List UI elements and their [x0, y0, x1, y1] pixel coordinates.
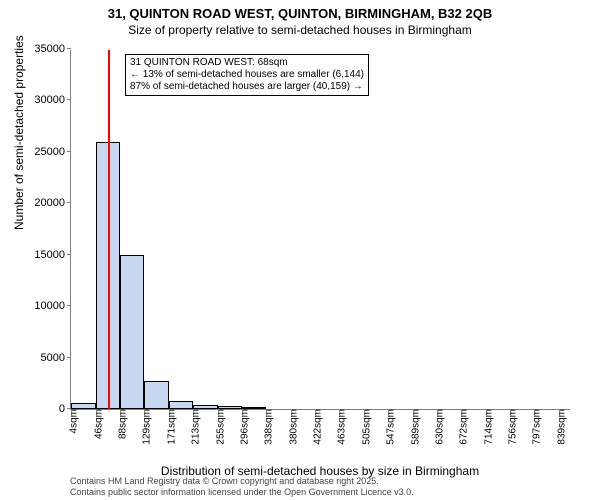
x-tick-label: 672sqm: [453, 409, 470, 445]
histogram-bar: [193, 405, 218, 409]
x-tick-label: 88sqm: [112, 409, 129, 439]
histogram-bar: [242, 407, 267, 409]
x-tick-mark: [120, 409, 121, 413]
x-tick-mark: [169, 409, 170, 413]
histogram-bar: [120, 255, 144, 409]
x-tick-label: 589sqm: [404, 409, 421, 445]
x-tick-mark: [413, 409, 414, 413]
y-tick-label: 15000: [34, 249, 71, 261]
y-tick-mark: [67, 202, 71, 203]
x-tick-mark: [291, 409, 292, 413]
x-tick-mark: [559, 409, 560, 413]
y-tick-label: 10000: [34, 300, 71, 312]
footer-line-1: Contains HM Land Registry data © Crown c…: [70, 476, 414, 487]
x-tick-label: 547sqm: [380, 409, 397, 445]
x-tick-label: 463sqm: [331, 409, 348, 445]
x-tick-label: 630sqm: [428, 409, 445, 445]
x-tick-label: 505sqm: [355, 409, 372, 445]
x-tick-label: 46sqm: [87, 409, 104, 439]
y-tick-mark: [67, 48, 71, 49]
x-tick-label: 129sqm: [136, 409, 153, 445]
annotation-box: 31 QUINTON ROAD WEST: 68sqm ← 13% of sem…: [125, 54, 369, 96]
y-tick-mark: [67, 305, 71, 306]
x-tick-label: 422sqm: [307, 409, 324, 445]
property-marker-line: [108, 50, 110, 409]
x-tick-label: 296sqm: [233, 409, 250, 445]
x-tick-mark: [339, 409, 340, 413]
x-tick-mark: [461, 409, 462, 413]
histogram-bar: [169, 401, 194, 409]
x-tick-mark: [510, 409, 511, 413]
y-tick-mark: [67, 357, 71, 358]
histogram-bar: [218, 406, 242, 409]
x-tick-label: 171sqm: [160, 409, 177, 445]
x-tick-mark: [218, 409, 219, 413]
x-tick-mark: [71, 409, 72, 413]
x-tick-label: 756sqm: [502, 409, 519, 445]
x-tick-mark: [534, 409, 535, 413]
footer-line-2: Contains public sector information licen…: [70, 487, 414, 498]
x-tick-mark: [364, 409, 365, 413]
footer-attribution: Contains HM Land Registry data © Crown c…: [70, 476, 414, 498]
x-tick-label: 839sqm: [550, 409, 567, 445]
annotation-line-3: 87% of semi-detached houses are larger (…: [130, 81, 364, 93]
x-tick-mark: [266, 409, 267, 413]
x-tick-label: 380sqm: [282, 409, 299, 445]
x-tick-mark: [96, 409, 97, 413]
y-tick-label: 35000: [34, 43, 71, 55]
y-tick-mark: [67, 151, 71, 152]
chart-subtitle: Size of property relative to semi-detach…: [0, 23, 600, 41]
x-tick-label: 255sqm: [209, 409, 226, 445]
x-tick-label: 213sqm: [185, 409, 202, 445]
y-tick-label: 20000: [34, 197, 71, 209]
chart-title: 31, QUINTON ROAD WEST, QUINTON, BIRMINGH…: [0, 0, 600, 23]
y-tick-label: 30000: [34, 94, 71, 106]
plot-area: 31 QUINTON ROAD WEST: 68sqm ← 13% of sem…: [70, 50, 570, 410]
y-tick-label: 25000: [34, 146, 71, 158]
chart-container: 31, QUINTON ROAD WEST, QUINTON, BIRMINGH…: [0, 0, 600, 500]
x-tick-label: 797sqm: [526, 409, 543, 445]
histogram-bar: [71, 403, 96, 409]
x-tick-mark: [193, 409, 194, 413]
y-tick-mark: [67, 99, 71, 100]
x-tick-mark: [437, 409, 438, 413]
x-tick-mark: [144, 409, 145, 413]
histogram-bar: [144, 381, 169, 409]
annotation-line-2: ← 13% of semi-detached houses are smalle…: [130, 69, 364, 81]
x-tick-mark: [388, 409, 389, 413]
x-tick-mark: [242, 409, 243, 413]
x-tick-mark: [315, 409, 316, 413]
annotation-line-1: 31 QUINTON ROAD WEST: 68sqm: [130, 57, 364, 69]
x-tick-label: 338sqm: [258, 409, 275, 445]
x-tick-mark: [486, 409, 487, 413]
y-tick-label: 5000: [41, 352, 71, 364]
x-tick-label: 714sqm: [477, 409, 494, 445]
y-tick-mark: [67, 254, 71, 255]
y-axis-label: Number of semi-detached properties: [12, 35, 26, 230]
